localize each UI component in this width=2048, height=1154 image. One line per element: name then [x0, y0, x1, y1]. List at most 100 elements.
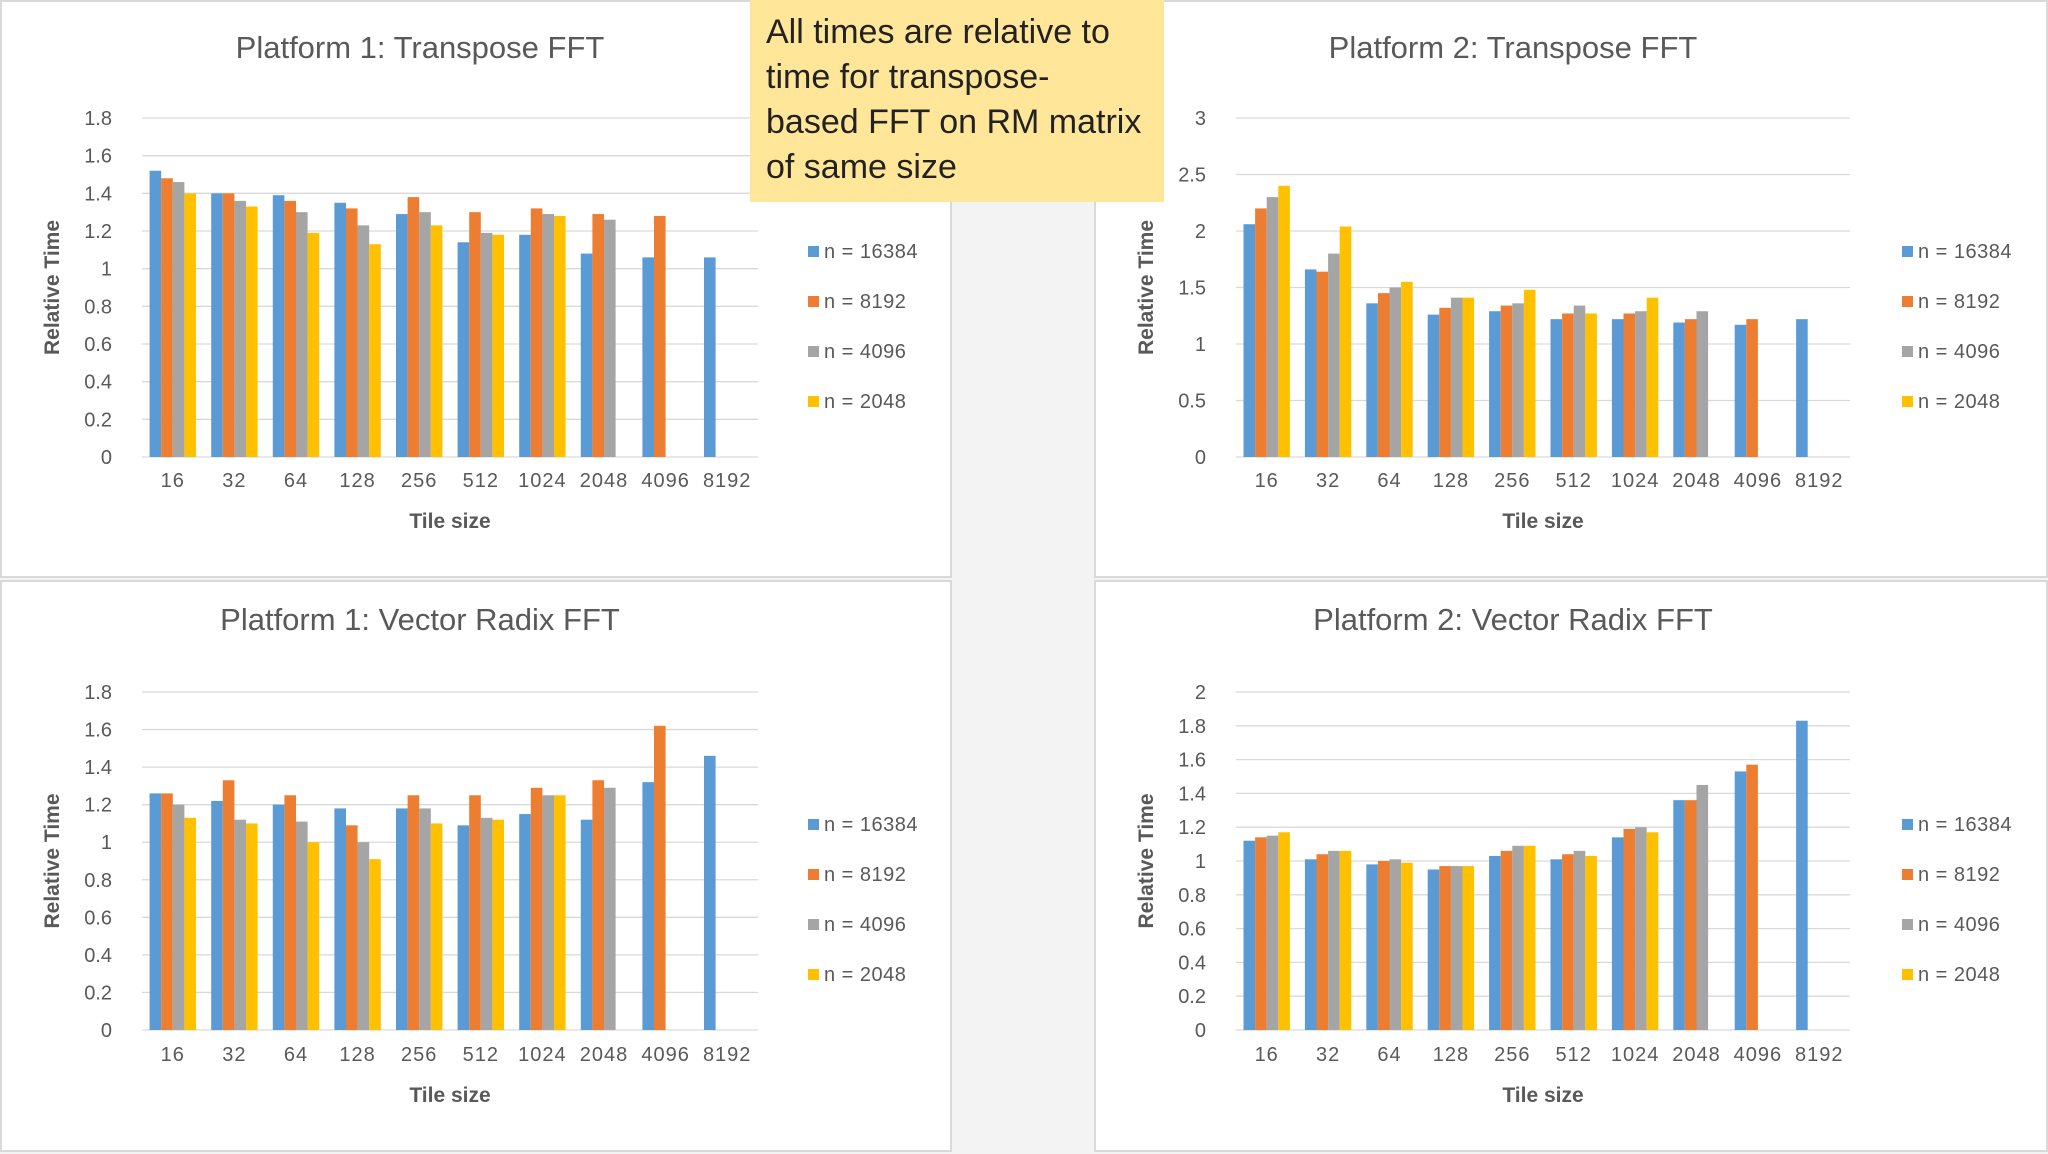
y-axis-label: Relative Time: [1135, 793, 1158, 928]
bar: [1523, 289, 1536, 457]
bar: [407, 197, 420, 457]
bar: [1316, 854, 1329, 1030]
legend-swatch: [1902, 346, 1913, 357]
x-tick-label: 2048: [580, 470, 629, 492]
y-tick-label: 2: [1195, 682, 1206, 704]
x-tick-label: 8192: [1795, 1044, 1844, 1066]
bar: [654, 215, 666, 457]
bar: [396, 214, 408, 457]
bar: [369, 244, 381, 457]
x-tick-label: 16: [1255, 1044, 1279, 1066]
bar: [1462, 297, 1475, 457]
bar: [234, 200, 246, 457]
y-tick-label: 1.4: [1178, 783, 1206, 805]
bar: [519, 814, 531, 1030]
x-tick-label: 2048: [580, 1044, 629, 1066]
bar: [1611, 319, 1624, 457]
bar: [284, 795, 296, 1030]
bar: [530, 208, 543, 457]
bar: [222, 780, 235, 1030]
y-tick-label: 1: [1195, 851, 1206, 873]
legend-label: n = 4096: [824, 914, 906, 936]
y-tick-label: 1.2: [84, 221, 112, 243]
x-tick-label: 128: [1433, 470, 1469, 492]
y-tick-label: 1.8: [84, 682, 112, 704]
bar: [272, 195, 285, 457]
bar: [1512, 845, 1524, 1030]
legend-swatch: [808, 396, 819, 407]
bar: [396, 808, 408, 1030]
bar: [1550, 859, 1563, 1030]
bar: [234, 819, 246, 1030]
chart-svg-platform2-vector-radix: Platform 2: Vector Radix FFT 0 0.2 0.4 0.6 0.…: [1135, 602, 2012, 1107]
y-tick-label: 0.2: [1178, 986, 1206, 1008]
bar: [357, 225, 370, 457]
bar: [1278, 185, 1290, 458]
bar: [407, 795, 420, 1030]
x-tick-label: 32: [1316, 470, 1340, 492]
bar: [469, 212, 481, 457]
bar: [149, 170, 162, 457]
bar: [1796, 720, 1808, 1030]
chart-svg-platform2-transpose: Platform 2: Transpose FFT 0 0.5 1 1.5 2 2.5 3 Re…: [1135, 30, 2012, 533]
bar: [1366, 864, 1378, 1030]
bar: [1734, 324, 1747, 457]
bar: [1585, 313, 1597, 457]
bar: [1377, 861, 1390, 1030]
bar: [184, 193, 196, 458]
bar: [1646, 297, 1659, 457]
chart-title: Platform 2: Vector Radix FFT: [1313, 602, 1713, 637]
legend-swatch: [1902, 296, 1913, 307]
bar: [542, 214, 554, 457]
bar: [1673, 322, 1685, 457]
bar: [1366, 303, 1378, 457]
y-tick-label: 1.8: [84, 108, 112, 130]
bar: [211, 193, 223, 458]
bar: [346, 208, 358, 457]
bar: [1623, 313, 1636, 457]
bar: [1243, 224, 1256, 457]
y-tick-label: 1: [101, 832, 112, 854]
chart-title: Platform 1: Vector Radix FFT: [220, 602, 620, 637]
bar: [642, 257, 654, 457]
bar: [1696, 784, 1709, 1030]
x-tick-label: 64: [1377, 470, 1401, 492]
legend-label: n = 16384: [824, 241, 918, 263]
bar: [307, 232, 320, 457]
y-tick-label: 1.5: [1178, 278, 1206, 300]
legend-swatch: [808, 919, 819, 930]
y-tick-label: 0.5: [1178, 391, 1206, 413]
bar: [1339, 850, 1352, 1030]
bar: [1439, 307, 1451, 457]
y-tick-label: 0.2: [84, 409, 112, 431]
bar: [1696, 311, 1709, 457]
y-tick-label: 0.4: [84, 945, 112, 967]
bar: [1635, 827, 1647, 1030]
x-tick-label: 4096: [1734, 1044, 1783, 1066]
y-tick-label: 0: [101, 1020, 112, 1042]
bar: [1673, 800, 1685, 1030]
bar: [172, 182, 185, 458]
legend-label: n = 8192: [1918, 291, 2000, 313]
bar: [1266, 197, 1279, 457]
bar: [642, 782, 654, 1030]
bar: [1377, 293, 1390, 457]
legend-label: n = 16384: [1918, 241, 2012, 263]
bar: [161, 178, 173, 457]
bar: [307, 842, 320, 1030]
y-tick-label: 0.4: [1178, 952, 1206, 974]
bar: [1255, 837, 1267, 1030]
legend-swatch: [1902, 869, 1913, 880]
y-axis-label: Relative Time: [41, 793, 64, 928]
y-tick-label: 1.4: [84, 757, 112, 779]
x-axis-label: Tile size: [409, 510, 490, 533]
x-tick-label: 512: [1556, 470, 1592, 492]
y-tick-label: 0.6: [84, 907, 112, 929]
chart-title: Platform 1: Transpose FFT: [236, 30, 605, 65]
bar: [1562, 313, 1574, 457]
y-tick-label: 1.2: [1178, 817, 1206, 839]
x-tick-label: 256: [401, 1044, 437, 1066]
bar: [1439, 866, 1451, 1030]
bar: [542, 795, 554, 1030]
y-tick-label: 1: [1195, 334, 1206, 356]
